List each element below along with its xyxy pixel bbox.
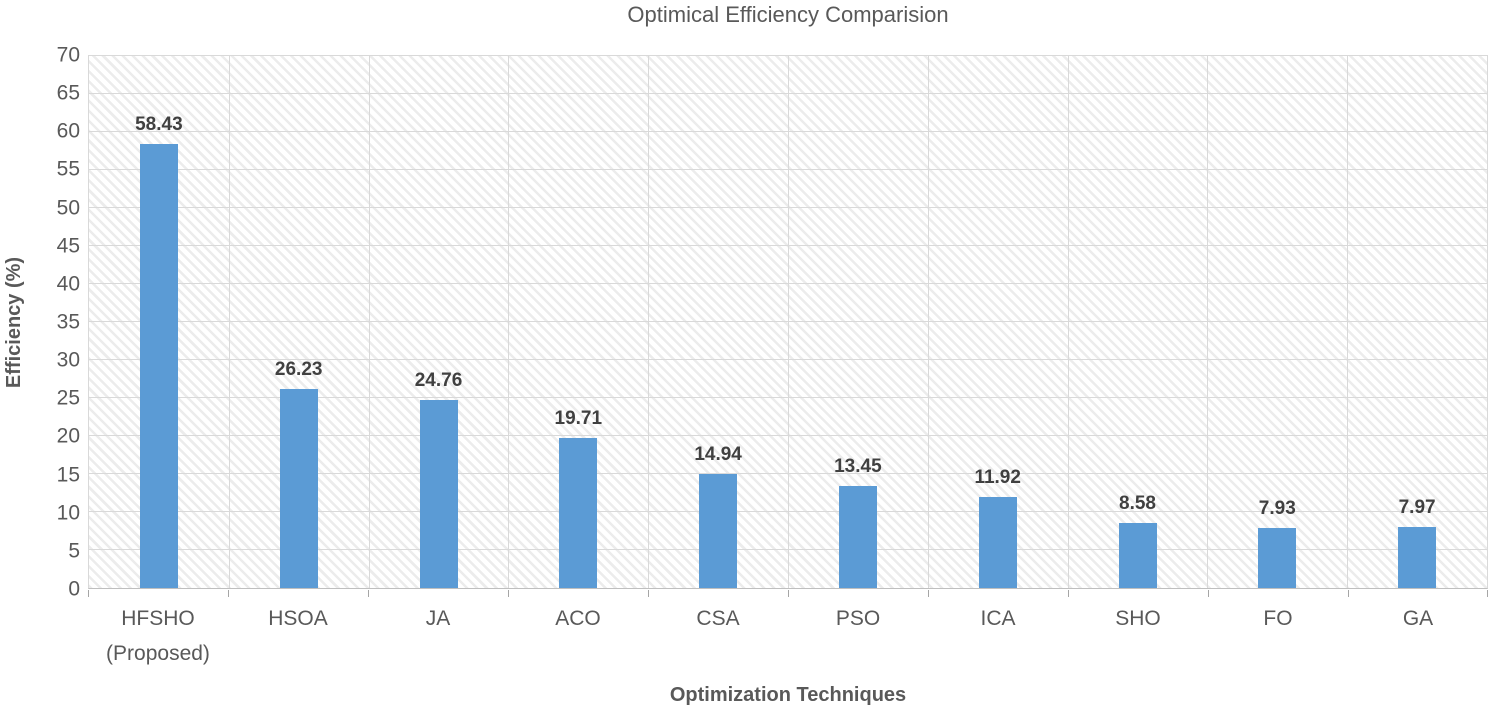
- axis-tick-mark: [788, 590, 789, 597]
- y-axis-title-text: Efficiency (%): [3, 256, 26, 388]
- bar-value-label: 11.92: [974, 467, 1021, 489]
- y-tick-label: 35: [56, 310, 80, 334]
- bar-GA: [1398, 527, 1437, 588]
- y-tick-label: 55: [56, 157, 80, 181]
- v-gridline: [1207, 56, 1209, 588]
- axis-tick-mark: [88, 590, 89, 597]
- bar-CSA: [699, 474, 738, 588]
- x-tick-label: HFSHO (Proposed): [106, 607, 210, 665]
- bar-value-label: 58.43: [135, 113, 183, 135]
- v-gridline: [228, 56, 230, 588]
- x-tick-label: GA: [1402, 607, 1434, 630]
- y-tick-label: 25: [56, 386, 80, 410]
- x-tick-label: JA: [425, 607, 451, 630]
- x-tick-label: FO: [1263, 607, 1293, 630]
- v-gridline: [508, 56, 510, 588]
- bar-FO: [1258, 527, 1297, 588]
- bar-JA: [419, 399, 458, 588]
- bar-SHO: [1118, 522, 1157, 588]
- y-tick-label: 70: [56, 43, 80, 67]
- bar-PSO: [838, 485, 877, 588]
- v-gridline: [368, 56, 370, 588]
- bar-value-label: 26.23: [274, 358, 323, 380]
- v-gridline: [788, 56, 789, 588]
- axis-tick-mark: [508, 590, 509, 597]
- x-axis-tick-marks: [88, 590, 1488, 598]
- bar-value-label: 7.93: [1258, 497, 1296, 519]
- y-tick-label: 10: [56, 501, 80, 525]
- x-axis-title: Optimization Techniques: [669, 684, 907, 706]
- chart-title: Optimical Efficiency Comparision: [627, 2, 949, 27]
- axis-tick-mark: [228, 590, 229, 597]
- axis-tick-mark: [1348, 590, 1349, 597]
- y-axis-title: Efficiency (%): [2, 55, 28, 589]
- v-gridline: [1067, 56, 1069, 588]
- bar-value-label: 13.45: [834, 455, 882, 477]
- bar-value-label: 14.94: [694, 444, 742, 466]
- bar-value-label: 8.58: [1119, 492, 1156, 514]
- axis-tick-mark: [368, 590, 369, 597]
- bar-value-label: 7.97: [1398, 497, 1436, 519]
- v-gridline: [648, 56, 650, 588]
- h-gridline: [89, 55, 1487, 56]
- y-axis-tick-labels: 0 5 10 15 20 25 30 35 40 45 50 55 60 65 70: [28, 45, 80, 600]
- y-tick-label: 30: [56, 348, 80, 372]
- bar-HSOA: [279, 388, 318, 588]
- v-gridline: [1347, 56, 1349, 588]
- axis-tick-mark: [1068, 590, 1069, 597]
- v-gridline: [927, 56, 929, 588]
- x-tick-label: SHO: [1115, 607, 1161, 630]
- bar-ACO: [559, 438, 598, 588]
- y-tick-label: 50: [56, 196, 80, 220]
- y-tick-label: 65: [56, 81, 80, 105]
- x-tick-label: HSOA: [268, 607, 328, 630]
- x-tick-label: ACO: [555, 607, 601, 630]
- x-tick-label: CSA: [696, 607, 740, 630]
- axis-tick-mark: [1208, 590, 1209, 597]
- y-tick-label: 60: [56, 119, 80, 143]
- bar-value-label: 19.71: [554, 408, 603, 430]
- bar-HFSHO (Proposed): [139, 143, 178, 588]
- y-tick-label: 20: [56, 424, 80, 448]
- axis-tick-mark: [1487, 590, 1488, 597]
- x-axis-tick-labels: HFSHO (Proposed) HSOA JA ACO CSA PSO ICA SHO FO G…: [88, 602, 1488, 674]
- y-tick-label: 0: [68, 577, 80, 601]
- y-tick-label: 40: [56, 272, 80, 296]
- y-tick-label: 15: [56, 463, 80, 487]
- bar-ICA: [978, 497, 1017, 588]
- y-tick-label: 45: [56, 234, 80, 258]
- x-tick-label: PSO: [835, 607, 881, 630]
- bar-value-label: 24.76: [414, 369, 463, 391]
- axis-tick-mark: [928, 590, 929, 597]
- y-tick-label: 5: [68, 539, 80, 563]
- axis-tick-mark: [648, 590, 649, 597]
- x-tick-label: ICA: [980, 607, 1016, 630]
- plot-area: 58.43 26.23 24.76 19.71 14.94 13.45 11.92 8.58 7…: [88, 55, 1488, 589]
